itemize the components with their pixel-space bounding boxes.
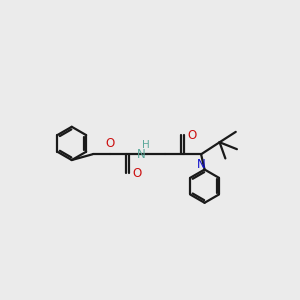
Text: O: O [105,137,115,150]
Text: N: N [197,158,206,171]
Text: O: O [188,129,197,142]
Text: O: O [132,167,142,180]
Text: H: H [142,140,149,150]
Text: N: N [137,148,146,161]
